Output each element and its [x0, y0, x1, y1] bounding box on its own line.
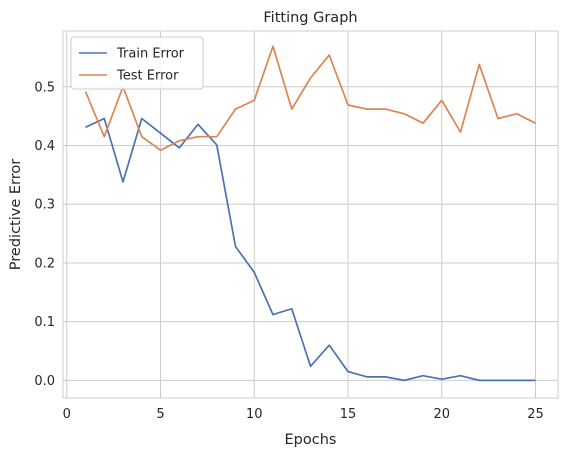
y-tick-label: 0.2	[34, 256, 55, 271]
x-axis-label: Epochs	[285, 432, 337, 448]
y-tick-label: 0.1	[34, 315, 55, 330]
x-tick-label: 25	[527, 407, 544, 422]
y-axis-label: Predictive Error	[8, 159, 24, 270]
y-tick-label: 0.3	[34, 198, 55, 213]
x-tick-labels: 0 5 10 15 20 25	[63, 407, 544, 422]
x-tick-label: 15	[340, 407, 357, 422]
y-tick-label: 0.4	[34, 139, 55, 154]
plot-area-frame	[62, 30, 559, 399]
x-tick-label: 0	[63, 407, 71, 422]
y-tick-label: 0.5	[34, 80, 55, 95]
legend-label-test-error: Test Error	[116, 69, 179, 84]
legend-label-train-error: Train Error	[116, 47, 185, 62]
x-tick-label: 10	[246, 407, 263, 422]
series-lines	[84, 45, 536, 382]
legend-box	[70, 36, 204, 90]
y-tick-label: 0.0	[34, 374, 55, 389]
x-tick-label: 20	[433, 407, 450, 422]
y-tick-labels: 0.0 0.1 0.2 0.3 0.4 0.5	[34, 80, 55, 389]
chart-title: Fitting Graph	[263, 10, 357, 26]
series-line-test-error	[84, 45, 536, 152]
series-line-train-error	[85, 117, 536, 382]
legend: Train Error Test Error	[70, 36, 204, 90]
x-tick-label: 5	[156, 407, 164, 422]
